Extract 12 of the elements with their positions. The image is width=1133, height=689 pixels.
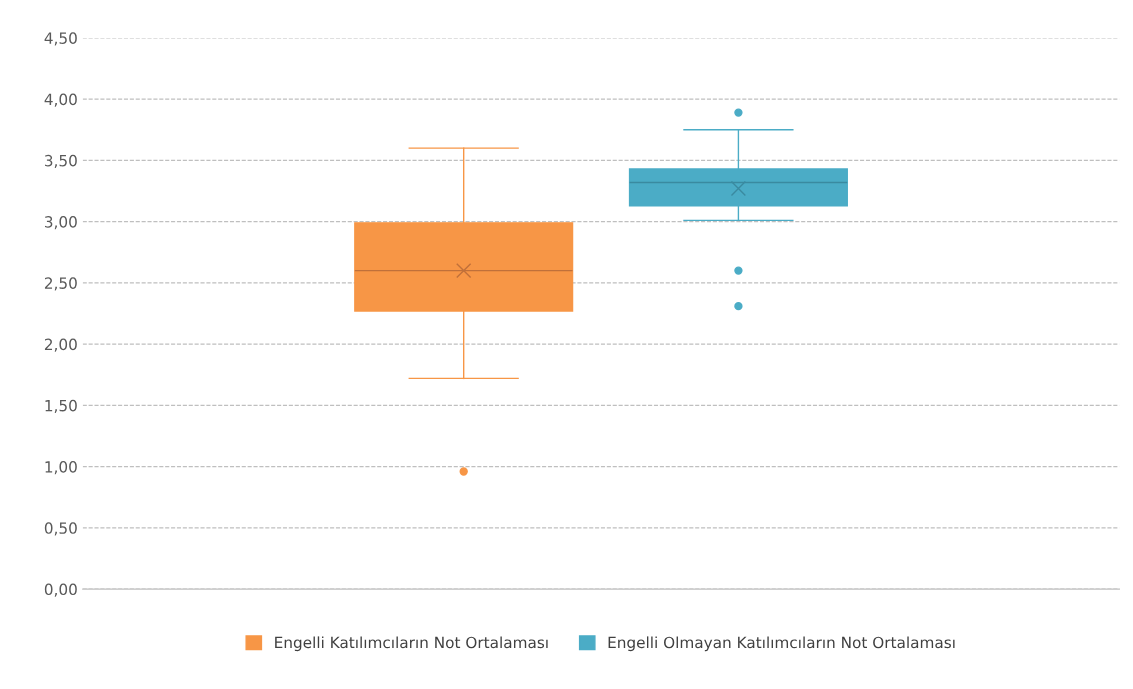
y-tick-label: 3,00 <box>45 216 77 230</box>
y-tick-label: 4,00 <box>44 93 77 107</box>
y-tick-label: 2,50 <box>44 277 77 291</box>
y-tick-label: 4,50 <box>44 32 77 46</box>
y-tick-label: 2,00 <box>44 338 77 352</box>
y-tick-label: 0,50 <box>44 522 77 536</box>
legend-label: Engelli Olmayan Katılımcıların Not Ortalaması <box>608 636 955 652</box>
y-tick-label: 3,50 <box>45 154 77 168</box>
y-tick-label: 0,00 <box>44 583 77 597</box>
y-tick-label: 1,00 <box>45 461 77 475</box>
y-tick-label: 1,50 <box>45 399 77 413</box>
legend-label: Engelli Katılımcıların Not Ortalaması <box>275 636 548 652</box>
